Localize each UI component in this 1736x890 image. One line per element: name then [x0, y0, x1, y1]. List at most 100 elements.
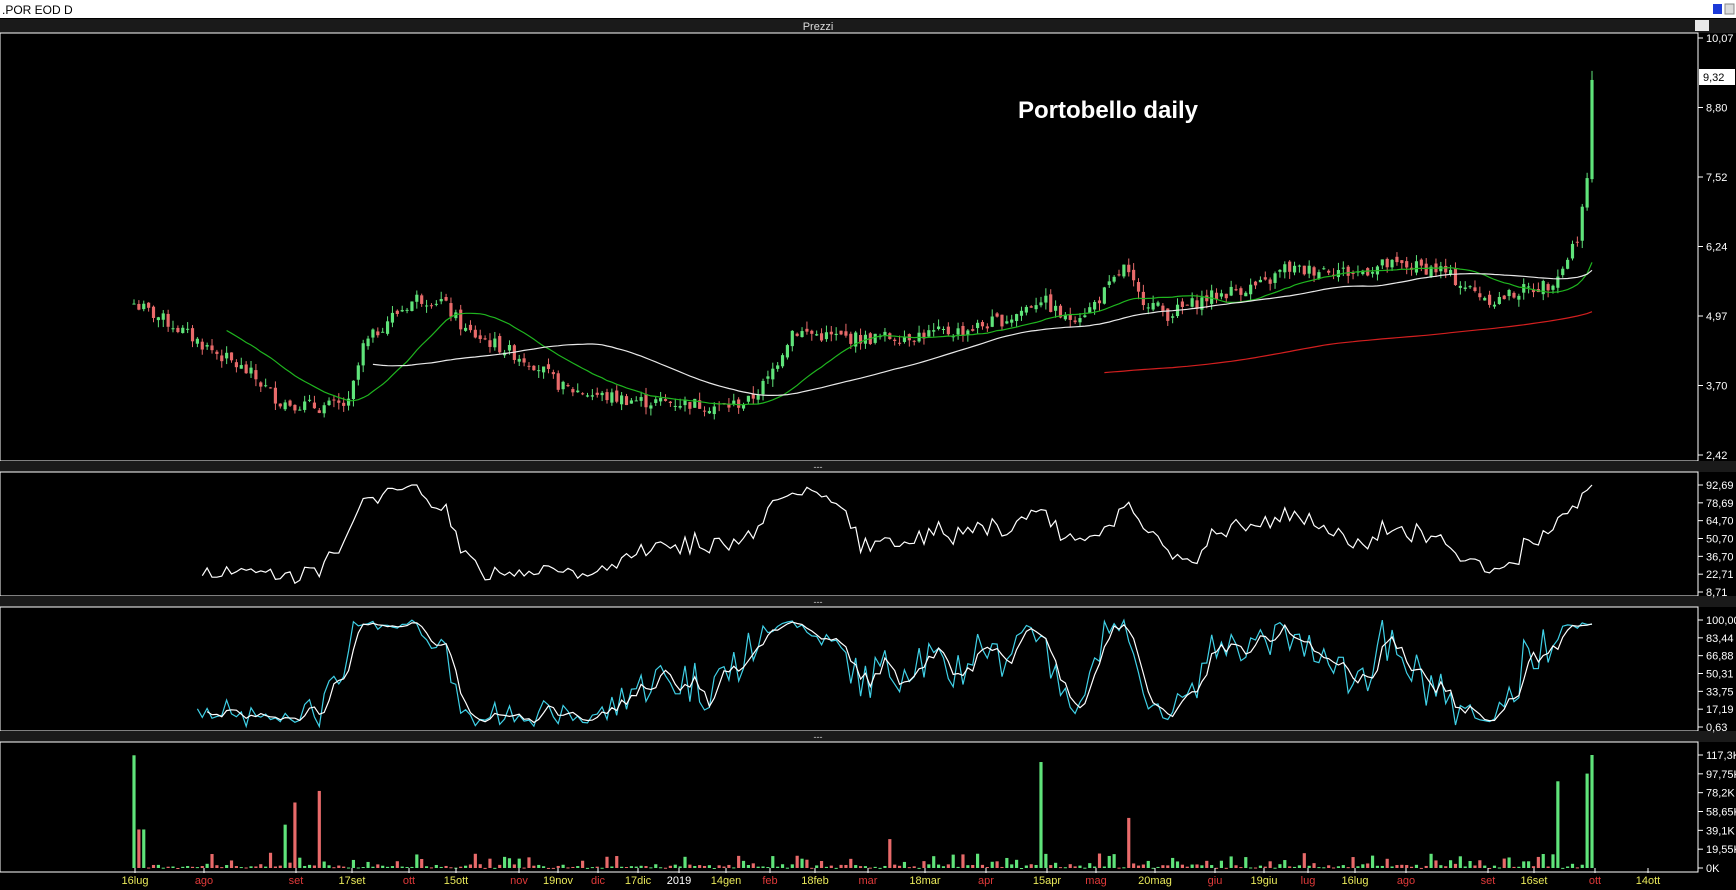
pane-menu-icon[interactable]	[1695, 20, 1709, 31]
candle-body	[654, 399, 658, 404]
volume-bar	[527, 857, 531, 868]
divider-3[interactable]	[0, 731, 1736, 742]
candle-body	[385, 321, 390, 334]
volume-bar	[1366, 863, 1370, 868]
candle-body	[303, 401, 307, 410]
volume-bar	[1122, 867, 1126, 869]
volume-bar	[902, 861, 907, 868]
volume-bar	[1019, 867, 1024, 869]
volume-bar	[1361, 864, 1365, 868]
volume-bar	[522, 867, 526, 869]
volume-bar	[1478, 860, 1482, 868]
volume-bar	[205, 863, 209, 868]
volume-bar	[1015, 859, 1019, 868]
window-restore-icon[interactable]	[1713, 4, 1722, 14]
volume-bar	[132, 755, 136, 868]
volume-bar	[644, 866, 648, 868]
candle-body	[1146, 307, 1150, 309]
volume-bar	[693, 866, 697, 868]
x-tick-label: mar	[859, 875, 878, 887]
volume-bar	[1536, 856, 1540, 868]
volume-bar	[1356, 866, 1360, 868]
candle-body	[415, 294, 419, 302]
volume-bar	[1302, 853, 1306, 868]
volume-bar	[1400, 864, 1404, 868]
candle-body	[971, 329, 975, 331]
candle-body	[1253, 281, 1258, 286]
candle-body	[1419, 259, 1423, 266]
volume-bar	[1424, 865, 1428, 868]
candle-body	[1575, 241, 1579, 243]
volume-bar	[1488, 867, 1492, 869]
candle-body	[732, 400, 736, 405]
candle-body	[1044, 295, 1048, 303]
volume-bar	[629, 866, 633, 868]
candle-body	[468, 324, 473, 331]
x-tick-label: 15ott	[444, 875, 468, 887]
candle-body	[161, 313, 165, 320]
divider-1[interactable]	[0, 461, 1736, 472]
candle-body	[1244, 292, 1248, 297]
volume-bar	[585, 867, 590, 869]
candle-body	[644, 394, 648, 408]
candle-body	[366, 338, 370, 347]
volume-bar	[537, 864, 541, 868]
y-tick-label: 117,3K	[1706, 750, 1736, 762]
candle-body	[624, 396, 629, 406]
candle-body	[659, 398, 663, 402]
candle-body	[1473, 287, 1477, 291]
divider-2[interactable]	[0, 596, 1736, 607]
volume-bar	[571, 866, 575, 868]
x-tick-label: lug	[1301, 875, 1316, 887]
volume-bar	[698, 865, 702, 868]
candle-body	[1000, 314, 1004, 327]
candle-body	[444, 297, 448, 301]
candle-body	[566, 385, 570, 387]
volume-bar	[1244, 857, 1248, 868]
candle-body	[424, 305, 429, 307]
volume-bar	[1136, 865, 1141, 868]
candle-body	[668, 401, 672, 403]
oscillator-line	[201, 484, 1593, 585]
volume-bar	[878, 867, 882, 869]
candle-body	[200, 341, 204, 350]
volume-bar	[941, 866, 946, 868]
y-tick-label: 22,71	[1706, 569, 1734, 581]
volume-bar	[1049, 865, 1053, 868]
volume-bar	[273, 866, 277, 868]
candle-body	[1317, 272, 1321, 279]
volume-bar	[1219, 860, 1223, 868]
volume-bar	[1078, 865, 1082, 868]
volume-bar	[307, 864, 312, 868]
y-tick-label: 78,69	[1706, 498, 1734, 510]
volume-bar	[1541, 854, 1545, 868]
candle-body	[1249, 284, 1253, 295]
osc-pane-frame	[0, 471, 1699, 597]
volume-bar	[264, 866, 268, 868]
candle-body	[346, 398, 351, 406]
candle-body	[707, 410, 711, 414]
x-tick-label: dic	[591, 875, 606, 887]
volume-bar	[449, 867, 453, 869]
candle-body	[1312, 267, 1316, 276]
volume-bar	[488, 858, 492, 868]
volume-bar	[620, 866, 624, 868]
volume-bar	[1253, 867, 1258, 869]
candle-body	[605, 392, 609, 401]
window-titlebar	[0, 0, 1736, 18]
volume-bar	[741, 860, 746, 868]
volume-bar	[936, 864, 941, 868]
window-close-icon[interactable]	[1724, 3, 1735, 15]
y-tick-label: 50,31	[1706, 669, 1734, 681]
volume-bar	[346, 867, 351, 869]
candle-body	[449, 303, 453, 317]
candle-body	[1073, 320, 1077, 323]
candle-body	[1107, 281, 1111, 285]
candle-body	[142, 303, 146, 310]
volume-bar	[1039, 762, 1043, 868]
volume-bar	[381, 865, 385, 868]
candle-body	[795, 333, 799, 336]
x-tick-label: mag	[1085, 875, 1106, 887]
volume-bar	[1292, 866, 1297, 868]
